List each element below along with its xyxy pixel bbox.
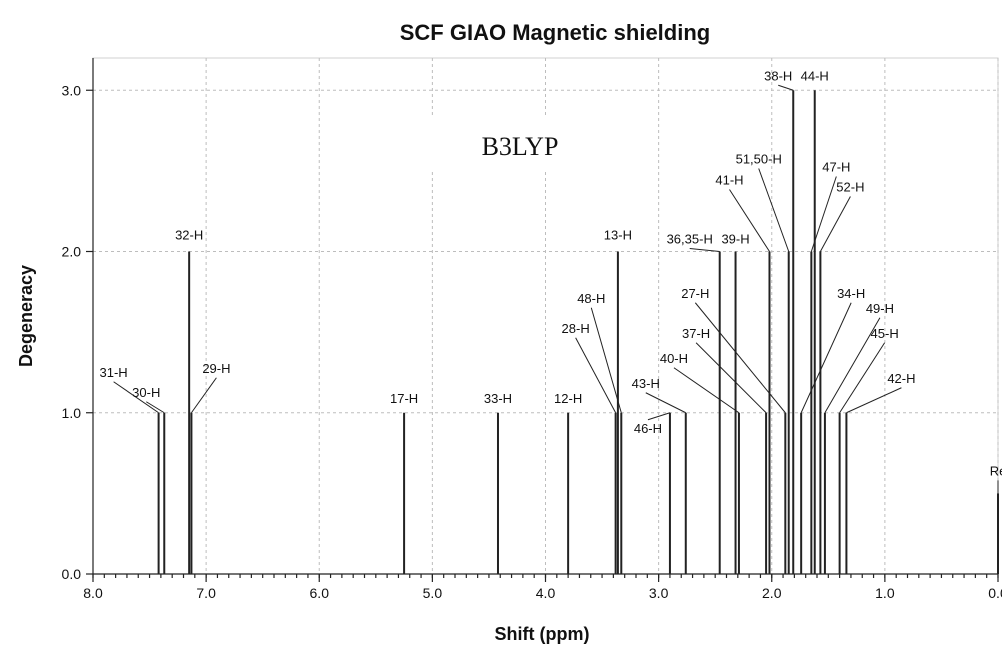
x-tick-label: 7.0 <box>196 585 216 601</box>
x-tick-label: 2.0 <box>762 585 782 601</box>
peak-label: 31-H <box>100 365 128 380</box>
peak-label: 40-H <box>660 351 688 366</box>
peak-leader-line <box>689 248 720 252</box>
peak-label: 33-H <box>484 391 512 406</box>
x-axis-label: Shift (ppm) <box>495 624 590 644</box>
peak-leader-line <box>695 342 767 414</box>
peak-label: 37-H <box>682 326 710 341</box>
peak-leader-line <box>113 381 159 414</box>
peak-label: 47-H <box>822 160 850 175</box>
peak-label: 46-H <box>634 421 662 436</box>
peak-label: 45-H <box>871 326 899 341</box>
method-annotation: B3LYP <box>482 132 559 161</box>
x-tick-label: 3.0 <box>649 585 669 601</box>
peak-label: 51,50-H <box>736 152 782 167</box>
peak-leader-line <box>846 387 902 414</box>
peak-label: 29-H <box>202 361 230 376</box>
peak-label: 52-H <box>836 180 864 195</box>
y-tick-label: 0.0 <box>62 566 82 582</box>
peak-label: 13-H <box>604 228 632 243</box>
peak-label: 43-H <box>632 376 660 391</box>
peak-leader-line <box>839 342 886 414</box>
peak-leader-line <box>819 196 851 252</box>
x-tick-label: 4.0 <box>536 585 556 601</box>
y-tick-label: 3.0 <box>62 82 82 98</box>
peak-leader-line <box>647 412 671 421</box>
peak-leader-line <box>729 189 770 252</box>
peak-label: 12-H <box>554 391 582 406</box>
y-tick-label: 1.0 <box>62 405 82 421</box>
peak-label: 32-H <box>175 228 203 243</box>
peak-label: 41-H <box>715 173 743 188</box>
peak-leader-line <box>645 392 686 414</box>
peak-label: 39-H <box>721 232 749 247</box>
peak-label: 49-H <box>866 301 894 316</box>
peak-label: 36,35-H <box>667 232 713 247</box>
peak-label: 42-H <box>887 371 915 386</box>
peak-label: 30-H <box>132 385 160 400</box>
annotation-background <box>408 118 598 170</box>
x-tick-label: 5.0 <box>423 585 443 601</box>
peak-leader-line <box>694 302 786 414</box>
peak-leader-line <box>146 401 165 414</box>
y-axis-label: Degeneracy <box>16 265 36 367</box>
tick-marks: 8.0 7.0 6.0 5.0 4.0 3.0 2.0 1.0 0.0 0.0 1.0 2.0 3.0 <box>62 82 1002 601</box>
peak-leader-line <box>758 168 790 252</box>
peak-label: 28-H <box>562 321 590 336</box>
peak-leader-line <box>191 377 217 414</box>
chart-title: SCF GIAO Magnetic shielding <box>400 20 710 45</box>
peak-label: 34-H <box>837 286 865 301</box>
peak-labels: 31-H 30-H 32-H 29-H 17-H 33-H 12-H 28-H 48-H 13-H… <box>100 68 1002 494</box>
peak-leader-line <box>810 176 837 252</box>
y-tick-label: 2.0 <box>62 244 82 260</box>
peak-label: 27-H <box>681 286 709 301</box>
peak-leader-line <box>590 307 622 413</box>
peak-label: 48-H <box>577 291 605 306</box>
peak-label: 17-H <box>390 391 418 406</box>
x-tick-label: 0.0 <box>988 585 1002 601</box>
peak-label: Re <box>990 463 1002 478</box>
peak-leader-line <box>778 84 794 91</box>
peak-label: 38-H <box>764 68 792 83</box>
peak-leader-line <box>575 337 617 413</box>
x-tick-label: 8.0 <box>83 585 103 601</box>
x-tick-label: 6.0 <box>310 585 330 601</box>
x-tick-label: 1.0 <box>875 585 895 601</box>
peak-label: 44-H <box>801 68 829 83</box>
peak-leader-line <box>800 302 852 413</box>
peak-leader-line <box>673 367 740 414</box>
peaks <box>157 90 999 574</box>
peak-leader-line <box>824 317 881 414</box>
